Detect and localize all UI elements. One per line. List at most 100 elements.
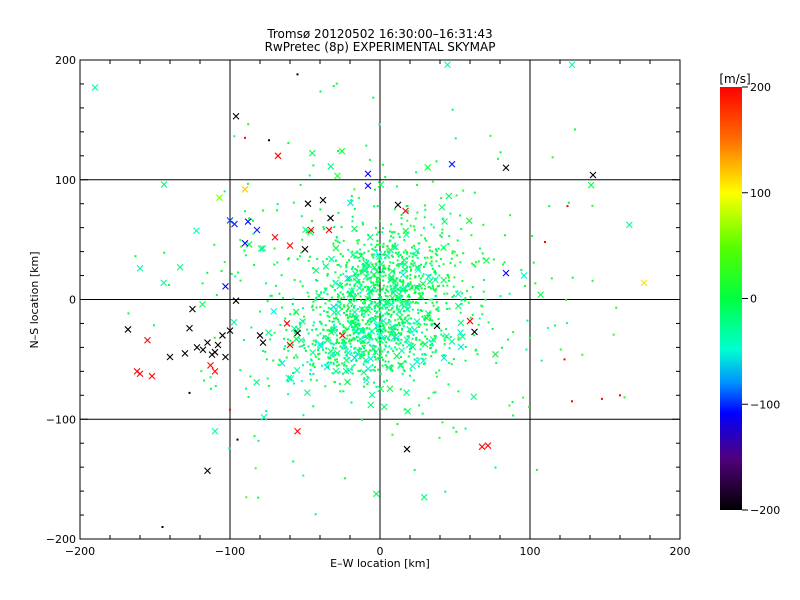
data-point-dot	[339, 252, 342, 255]
data-point-dot	[402, 279, 405, 282]
data-point-dot	[400, 356, 403, 359]
data-point-dot	[392, 290, 395, 293]
data-point-dot	[372, 284, 375, 287]
data-point-cross	[287, 375, 295, 382]
data-point-dot	[435, 349, 438, 352]
data-point-cross	[483, 257, 490, 264]
data-point-dot	[412, 253, 415, 256]
data-point-cross	[352, 274, 360, 281]
data-point-dot	[387, 326, 390, 329]
data-point-cross	[333, 349, 341, 357]
data-point-dot	[433, 288, 436, 291]
data-point-dot	[423, 256, 426, 259]
data-point-dot	[434, 252, 437, 255]
data-point-dot	[402, 251, 405, 254]
data-point-dot	[387, 290, 390, 293]
data-point-dot	[430, 298, 433, 301]
data-point-dot	[388, 251, 391, 254]
data-point-dot	[381, 231, 384, 234]
data-point-dot	[324, 385, 327, 388]
y-tick-label: 0	[69, 294, 76, 307]
data-point-cross	[356, 335, 364, 343]
data-point-cross	[283, 320, 291, 327]
data-point-dot	[349, 310, 352, 313]
data-point-dot	[423, 353, 426, 356]
data-point-cross	[387, 246, 394, 254]
data-point-cross	[204, 339, 211, 346]
data-point-dot	[426, 256, 429, 259]
data-point-dot	[387, 360, 390, 363]
data-point-dot	[366, 342, 369, 345]
data-point-cross	[420, 493, 428, 501]
data-point-dot	[333, 354, 336, 357]
data-point-dot	[389, 261, 392, 264]
data-point-dot	[424, 263, 427, 266]
data-point-dot	[481, 313, 484, 316]
data-point-dot	[163, 251, 166, 254]
data-point-dot	[348, 315, 351, 318]
data-point-dot	[430, 324, 433, 327]
data-point-cross	[211, 367, 219, 375]
data-point-cross	[457, 343, 465, 351]
data-point-dot	[335, 82, 338, 85]
data-point-dot	[382, 284, 385, 287]
data-point-cross	[625, 221, 633, 229]
data-point-cross	[302, 226, 309, 234]
data-point-dot	[244, 136, 246, 139]
data-point-dot	[408, 255, 411, 258]
data-point-dot	[398, 293, 401, 296]
data-point-dot	[336, 293, 339, 296]
data-point-cross	[367, 401, 375, 409]
data-point-dot	[345, 314, 348, 317]
data-point-dot	[374, 226, 377, 229]
data-point-dot	[356, 256, 359, 259]
data-point-dot	[349, 295, 352, 298]
data-point-dot	[427, 397, 430, 400]
data-point-dot	[418, 325, 421, 328]
data-point-cross	[367, 355, 375, 363]
data-point-dot	[311, 220, 314, 223]
data-point-cross	[403, 389, 410, 397]
data-point-dot	[350, 199, 353, 202]
data-point-dot	[377, 271, 380, 274]
data-point-dot	[390, 235, 393, 238]
data-point-dot	[391, 306, 394, 309]
data-point-dot	[375, 290, 378, 293]
data-point-dot	[300, 345, 303, 348]
data-point-dot	[233, 135, 236, 138]
data-point-dot	[395, 348, 398, 351]
data-point-dot	[484, 298, 487, 301]
data-point-dot	[350, 339, 353, 342]
data-point-dot	[354, 321, 357, 324]
data-point-cross	[370, 345, 377, 353]
data-point-dot	[312, 405, 315, 408]
data-point-dot	[415, 330, 418, 333]
data-point-cross	[211, 427, 219, 435]
data-point-dot	[334, 271, 337, 274]
data-point-dot	[338, 241, 341, 244]
data-point-dot	[423, 237, 426, 240]
data-point-dot	[402, 281, 405, 284]
data-point-dot	[361, 336, 364, 339]
data-point-dot	[307, 295, 310, 298]
data-point-dot	[399, 342, 402, 345]
data-point-dot	[384, 250, 387, 253]
data-point-dot	[389, 366, 392, 369]
data-point-dot	[428, 298, 431, 301]
data-point-dot	[298, 345, 301, 348]
data-point-dot	[434, 272, 437, 275]
data-point-dot	[305, 231, 308, 234]
data-point-cross	[325, 226, 333, 234]
data-point-dot	[315, 306, 318, 309]
data-point-dot	[311, 342, 314, 345]
data-point-cross	[214, 341, 222, 349]
data-point-cross	[358, 305, 366, 313]
data-point-dot	[376, 284, 379, 287]
data-point-dot	[374, 345, 377, 348]
data-point-dot	[384, 307, 387, 310]
data-point-dot	[431, 250, 434, 253]
data-point-dot	[299, 255, 302, 258]
data-point-dot	[413, 469, 416, 472]
data-point-dot	[322, 309, 325, 312]
data-point-dot	[378, 220, 381, 223]
